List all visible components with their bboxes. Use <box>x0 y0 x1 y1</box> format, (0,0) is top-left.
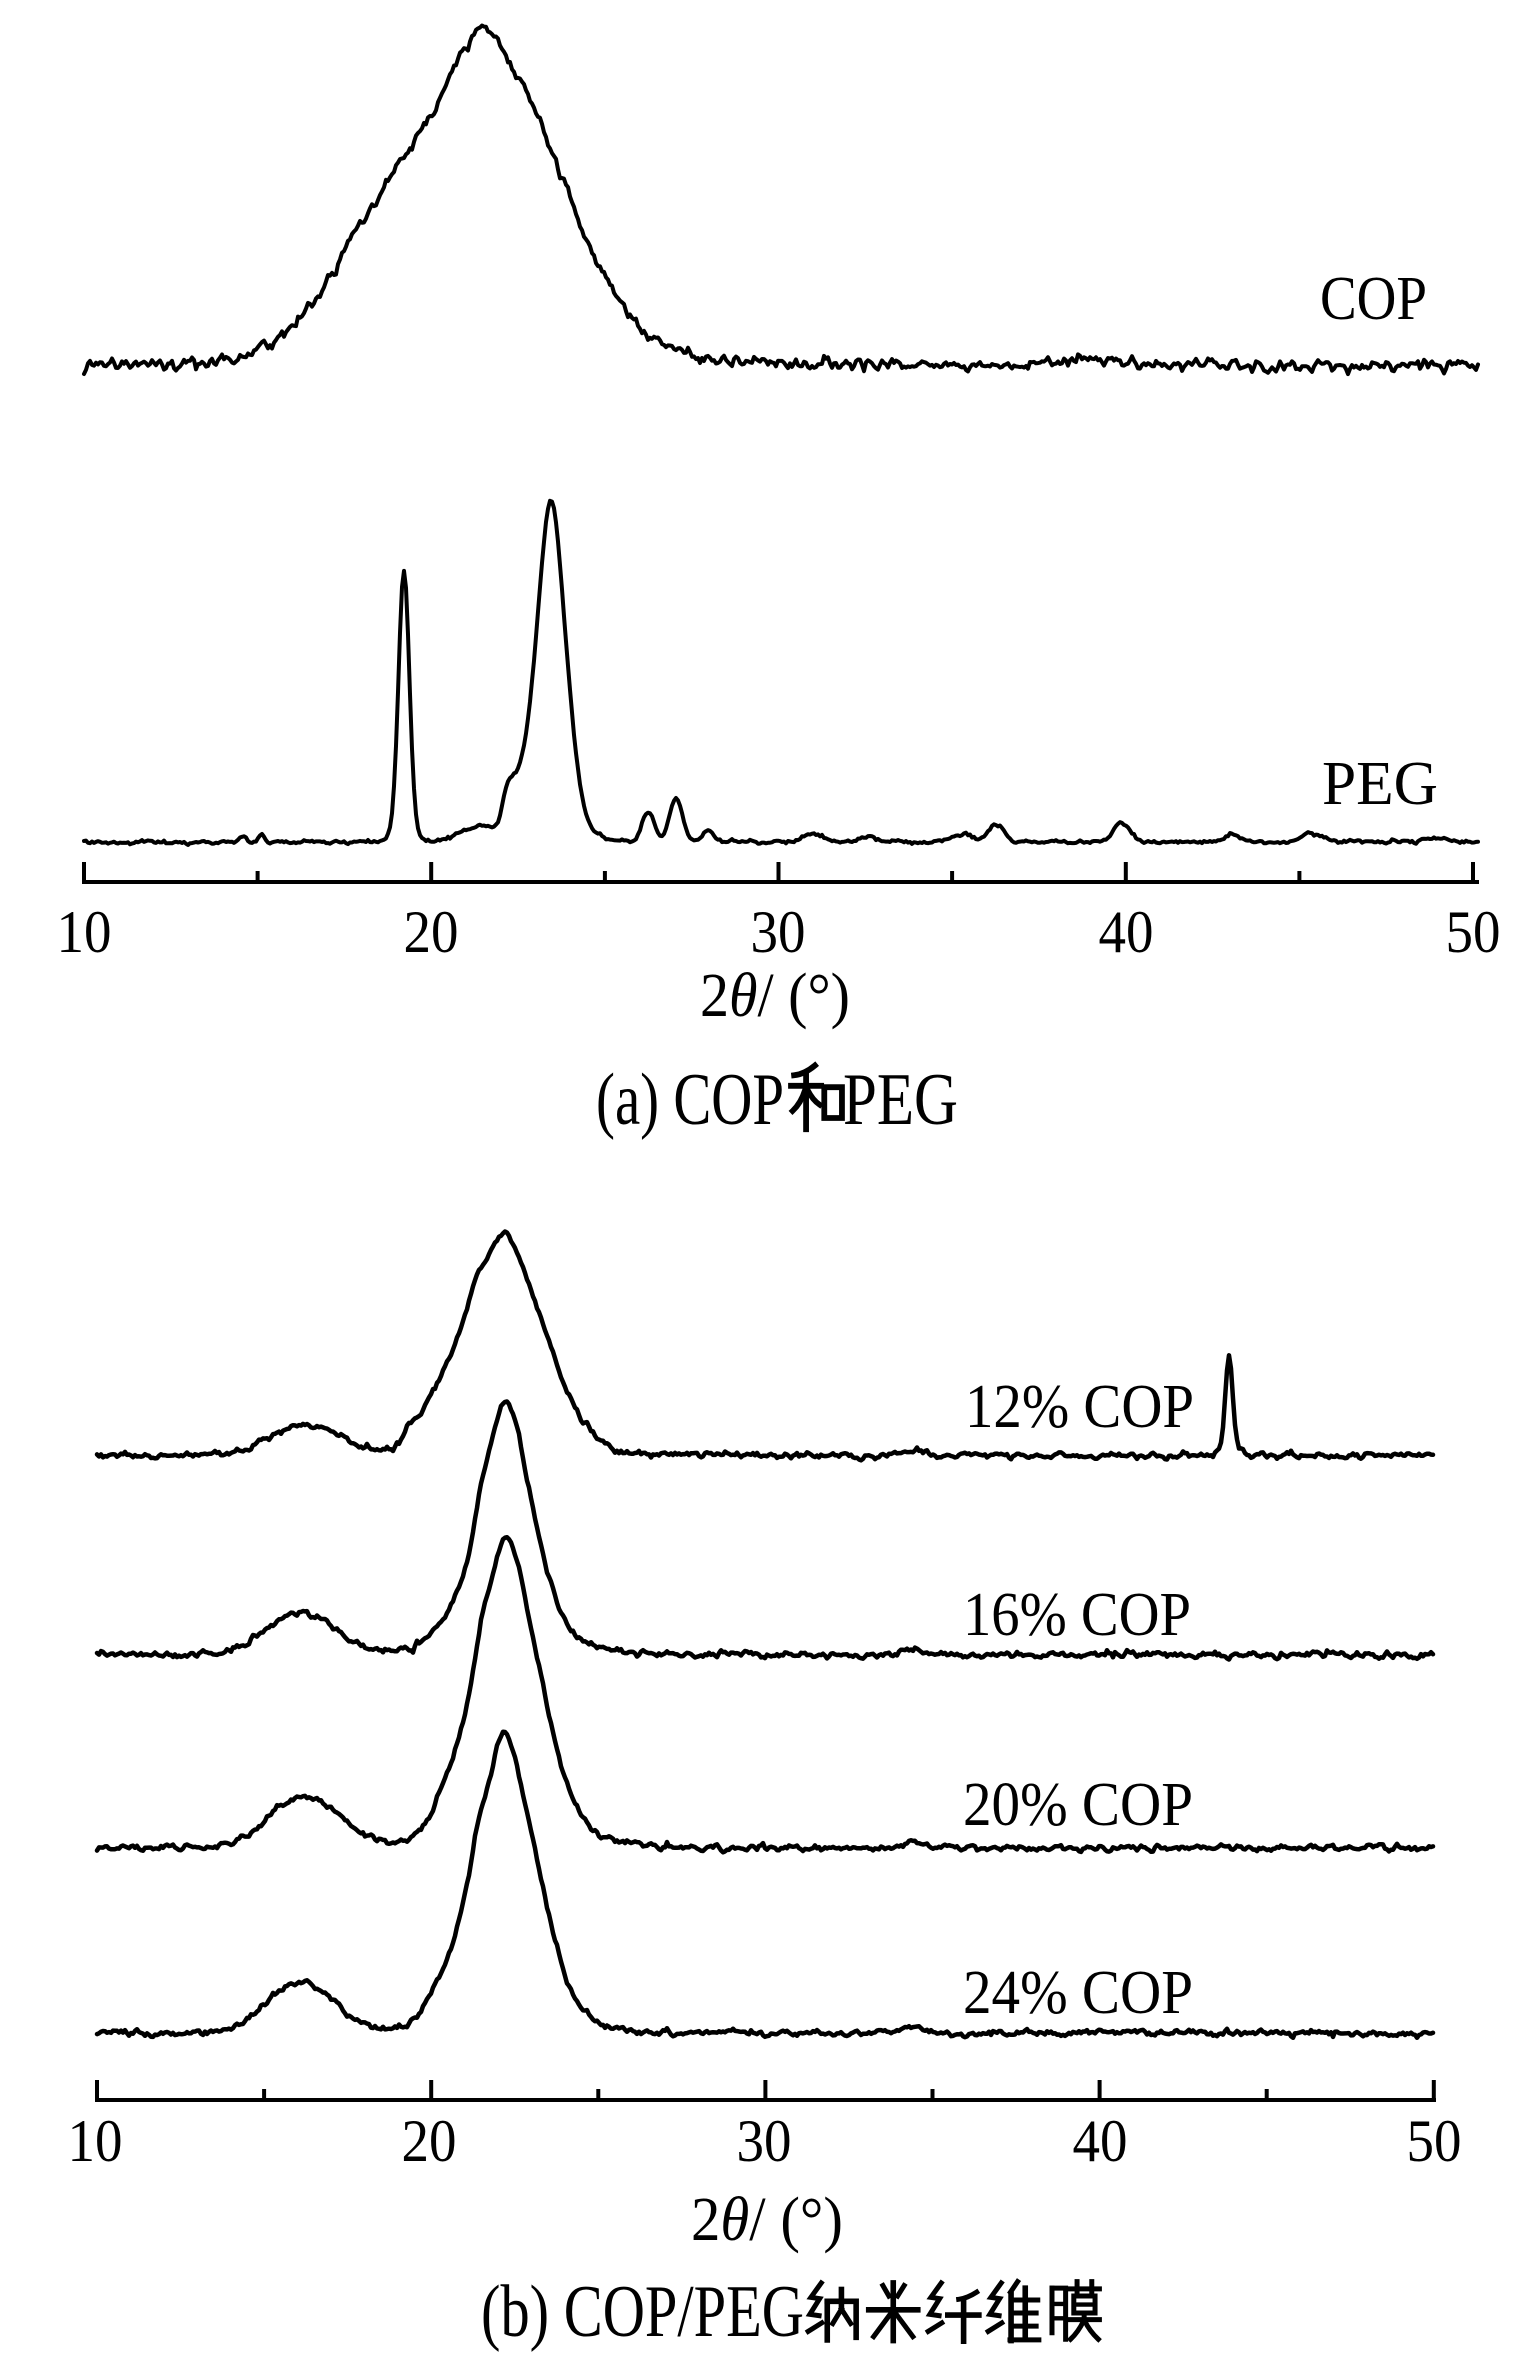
svg-text:40: 40 <box>1099 899 1154 965</box>
svg-text:PEG: PEG <box>1322 750 1438 818</box>
svg-text:30: 30 <box>751 899 806 965</box>
svg-text:50: 50 <box>1446 899 1501 965</box>
svg-text:(b) COP/PEG: (b) COP/PEG <box>481 2271 804 2353</box>
svg-text:20% COP: 20% COP <box>963 1771 1193 1839</box>
svg-text:10: 10 <box>68 2108 123 2174</box>
svg-text:2θ/ (°): 2θ/ (°) <box>691 2186 843 2254</box>
svg-text:30: 30 <box>737 2108 792 2174</box>
svg-text:2θ/ (°): 2θ/ (°) <box>700 962 850 1030</box>
svg-text:12% COP: 12% COP <box>965 1373 1194 1441</box>
svg-text:50: 50 <box>1407 2108 1462 2174</box>
svg-text:COP: COP <box>1320 265 1427 333</box>
svg-text:24% COP: 24% COP <box>963 1959 1193 2027</box>
svg-text:16% COP: 16% COP <box>963 1581 1191 1649</box>
svg-text:20: 20 <box>404 899 459 965</box>
svg-text:PEG: PEG <box>843 1059 958 1141</box>
svg-text:20: 20 <box>402 2108 457 2174</box>
svg-text:(a) COP: (a) COP <box>596 1059 784 1141</box>
svg-text:40: 40 <box>1073 2108 1128 2174</box>
svg-text:10: 10 <box>57 899 112 965</box>
